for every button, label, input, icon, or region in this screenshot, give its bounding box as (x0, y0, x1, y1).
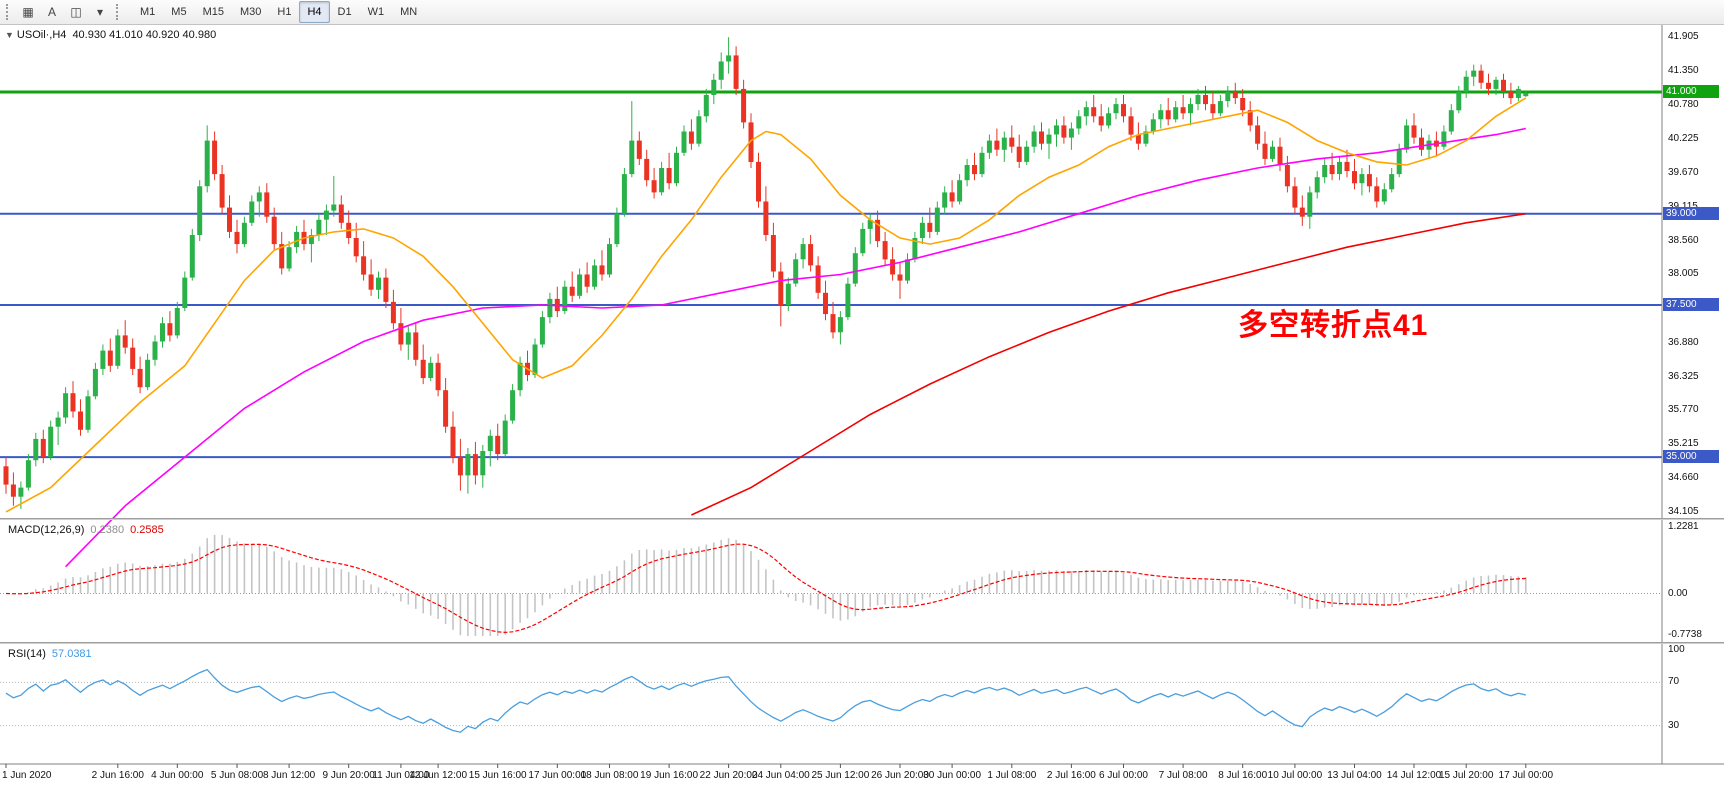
price-level-badge: 41.000 (1663, 85, 1719, 98)
time-axis-label: 18 Jun 08:00 (580, 770, 639, 781)
time-axis-label: 8 Jul 16:00 (1218, 770, 1268, 781)
timeframe-h1-button[interactable]: H1 (277, 6, 292, 18)
time-axis-label: 17 Jun 00:00 (528, 770, 587, 781)
time-axis-label: 14 Jul 12:00 (1386, 770, 1442, 781)
macd-signal-value: 0.2585 (130, 524, 164, 536)
macd-main-value: 0.2380 (90, 524, 125, 536)
rsi-indicator-title: RSI(14) 57.0381 (8, 648, 92, 660)
rsi-name: RSI(14) (8, 648, 46, 660)
time-axis-label: 6 Jul 00:00 (1099, 770, 1148, 781)
price-axis-label: 35.215 (1668, 438, 1699, 449)
price-axis-label: 38.560 (1668, 234, 1699, 246)
time-axis-label: 7 Jul 08:00 (1158, 770, 1208, 781)
time-axis-label: 10 Jul 00:00 (1267, 770, 1323, 781)
window-icon[interactable]: ◫ (70, 5, 82, 19)
macd-indicator-title: MACD(12,26,9) 0.2380 0.2585 (8, 524, 164, 536)
time-axis-label: 11 Jun 04:00 (372, 770, 430, 781)
timeframe-buttons-group: M1 M5 M15 M30 H1 H4 D1 W1 MN (132, 1, 425, 23)
rsi-scale-label: 70 (1668, 676, 1680, 688)
time-axis-label: 17 Jul 00:00 (1498, 770, 1554, 781)
price-axis-label: 39.115 (1668, 201, 1722, 212)
timeframe-mn-button[interactable]: MN (400, 6, 418, 18)
time-axis-label: 24 Jun 04:00 (751, 770, 810, 781)
rsi-scale-label: 30 (1668, 719, 1680, 731)
dropdown-caret-icon[interactable]: ▾ (96, 5, 104, 19)
one-click-trading-icon[interactable]: ▼ (5, 30, 14, 40)
timeframe-h4-button[interactable]: H4 (299, 1, 330, 23)
price-axis-label: 41.350 (1668, 64, 1699, 76)
price-axis-label: 40.780 (1668, 99, 1699, 111)
rsi-value: 57.0381 (51, 648, 92, 660)
price-axis-label: 36.325 (1668, 370, 1699, 382)
text-tool-icon[interactable]: A (47, 5, 56, 19)
time-axis-label: 12 Jun 12:00 (409, 770, 468, 781)
time-axis-label: 19 Jun 16:00 (640, 770, 699, 781)
macd-scale-min: -0.7738 (1668, 629, 1702, 640)
price-level-badge: 37.500 (1663, 298, 1719, 311)
chart-ohlc-values: 40.930 41.010 40.920 40.980 (72, 29, 217, 41)
timeframe-m5-button[interactable]: M5 (171, 6, 187, 18)
price-level-badge: 35.000 (1663, 450, 1719, 464)
macd-scale-zero: 0.00 (1668, 587, 1688, 599)
timeframe-w1-button[interactable]: W1 (367, 6, 385, 18)
time-axis-label: 2 Jul 16:00 (1046, 770, 1096, 781)
time-axis-label: 26 Jun 20:00 (871, 770, 929, 781)
time-axis-label: 15 Jun 16:00 (468, 770, 527, 781)
timeframes-toolbar-grip[interactable] (116, 4, 122, 20)
time-axis-label: 4 Jun 00:00 (151, 770, 204, 781)
time-axis-label: 25 Jun 12:00 (811, 770, 870, 781)
price-axis-label: 36.880 (1668, 336, 1699, 348)
pane-divider-rsi[interactable] (0, 642, 1724, 644)
macd-scale-max: 1.2281 (1668, 521, 1699, 532)
time-axis-label: 1 Jun 2020 (2, 770, 52, 781)
macd-name: MACD(12,26,9) (8, 524, 85, 536)
time-axis-label: 30 Jun 00:00 (923, 770, 982, 781)
pane-divider-macd[interactable] (0, 518, 1724, 520)
time-axis-label: 2 Jun 16:00 (91, 770, 144, 781)
rsi-scale-label: 100 (1668, 644, 1685, 655)
price-level-badge: 39.000 (1663, 206, 1719, 220)
tool-buttons-group: ▦ A ◫ ▾ (16, 1, 112, 23)
time-axis-label: 15 Jul 20:00 (1438, 770, 1494, 781)
price-axis-label: 41.905 (1668, 30, 1699, 42)
timeframe-m1-button[interactable]: M1 (140, 6, 156, 18)
toolbar-grip[interactable] (6, 4, 12, 20)
timeframe-m30-button[interactable]: M30 (239, 6, 262, 18)
price-axis-label: 40.225 (1668, 133, 1699, 145)
chart-symbol-label: USOil·,H4 (16, 29, 67, 41)
price-axis-label: 35.770 (1668, 404, 1699, 416)
price-axis-label: 34.660 (1668, 471, 1699, 483)
time-axis-label: 13 Jul 04:00 (1327, 770, 1382, 781)
price-axis-label: 39.670 (1668, 166, 1699, 178)
time-axis-label: 5 Jun 08:00 (210, 770, 264, 781)
time-axis-label: 8 Jun 12:00 (262, 770, 316, 781)
timeframe-d1-button[interactable]: D1 (337, 6, 352, 18)
price-axis-label: 38.005 (1668, 268, 1699, 280)
time-axis-label: 9 Jun 20:00 (322, 770, 375, 781)
time-axis-label: 22 Jun 20:00 (699, 770, 758, 781)
timeframe-m15-button[interactable]: M15 (202, 6, 224, 18)
price-axis-label: 34.105 (1668, 505, 1699, 517)
time-axis-label: 1 Jul 08:00 (987, 770, 1037, 781)
chart-annotation-text[interactable]: 多空转折点41 (1238, 309, 1429, 342)
chart-grid-icon[interactable]: ▦ (22, 5, 34, 19)
toolbar: ▦ A ◫ ▾ M1 M5 M15 M30 H1 H4 D1 W1 MN (0, 0, 1724, 25)
chart-title: ▼ USOil·,H4 40.930 41.010 40.920 40.980 (5, 29, 216, 41)
